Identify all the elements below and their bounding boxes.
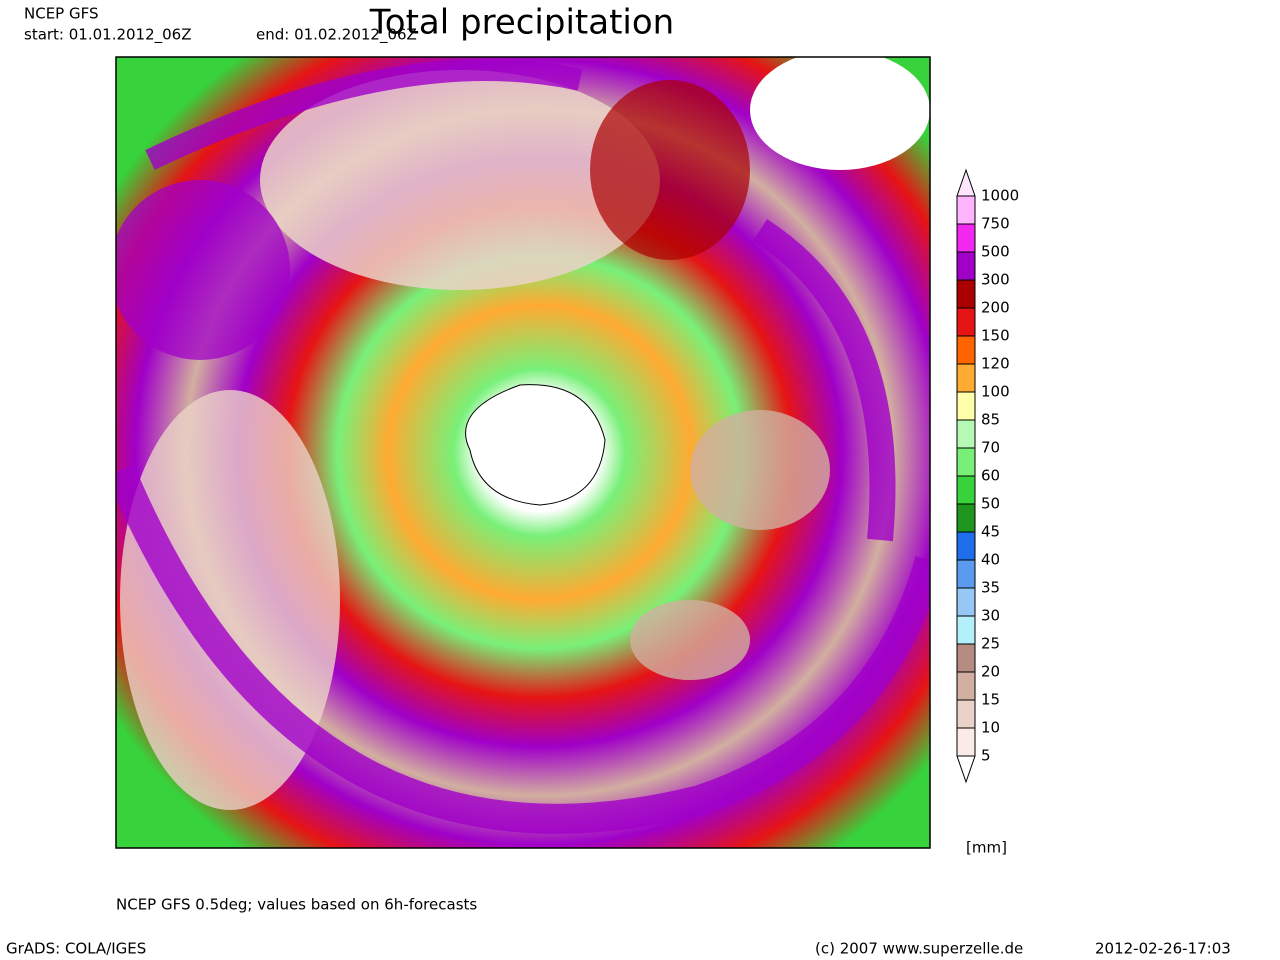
colorbar-label: 85 (981, 411, 1000, 429)
colorbar-label: 40 (981, 551, 1000, 569)
precipitation-map (116, 57, 930, 848)
colorbar-box (956, 307, 976, 337)
colorbar-label: 25 (981, 635, 1000, 653)
timestamp: 2012-02-26-17:03 (1095, 940, 1231, 958)
colorbar-label: 15 (981, 691, 1000, 709)
colorbar-label: 35 (981, 579, 1000, 597)
colorbar-box (956, 419, 976, 449)
colorbar-box (956, 699, 976, 729)
colorbar-label: 20 (981, 663, 1000, 681)
colorbar-label: 70 (981, 439, 1000, 457)
colorbar-label: 150 (981, 327, 1010, 345)
colorbar-label: 60 (981, 467, 1000, 485)
colorbar-label: 300 (981, 271, 1010, 289)
colorbar-box (956, 391, 976, 421)
colorbar-box (956, 531, 976, 561)
colorbar-label: 50 (981, 495, 1000, 513)
colorbar-box (956, 727, 976, 757)
footer-note: NCEP GFS 0.5deg; values based on 6h-fore… (116, 896, 477, 914)
colorbar: 1000 750 500 300 200 150 120 100 85 70 60 50 45 40 35 3… (956, 168, 1019, 784)
colorbar-label: 100 (981, 383, 1010, 401)
colorbar-box (956, 279, 976, 309)
colorbar-box (956, 335, 976, 365)
colorbar-box (956, 615, 976, 645)
colorbar-box (956, 223, 976, 253)
colorbar-box (956, 503, 976, 533)
colorbar-box (956, 475, 976, 505)
colorbar-box (956, 251, 976, 281)
start-label: start: 01.01.2012_06Z (24, 26, 192, 45)
colorbar-label: 750 (981, 215, 1010, 233)
end-label: end: 01.02.2012_06Z (256, 26, 417, 45)
colorbar-label: 120 (981, 355, 1010, 373)
colorbar-box (956, 587, 976, 617)
colorbar-label: 45 (981, 523, 1000, 541)
colorbar-label: 30 (981, 607, 1000, 625)
software-label: GrADS: COLA/IGES (6, 940, 146, 958)
colorbar-box (956, 559, 976, 589)
map-frame (115, 56, 931, 849)
title: Total precipitation (369, 3, 674, 43)
colorbar-label: 200 (981, 299, 1010, 317)
colorbar-label: 1000 (981, 187, 1019, 205)
colorbar-box (956, 195, 976, 225)
colorbar-box (956, 671, 976, 701)
colorbar-arrow (956, 755, 976, 784)
colorbar-box (956, 643, 976, 673)
colorbar-label: 5 (981, 747, 991, 765)
colorbar-box (956, 447, 976, 477)
colorbar-label: 500 (981, 243, 1010, 261)
colorbar-box (956, 363, 976, 393)
copyright: (c) 2007 www.superzelle.de (815, 940, 1023, 958)
colorbar-arrow (956, 168, 976, 197)
colorbar-label: 10 (981, 719, 1000, 737)
model-label: NCEP GFS (24, 5, 99, 23)
unit-label: [mm] (966, 839, 1007, 857)
